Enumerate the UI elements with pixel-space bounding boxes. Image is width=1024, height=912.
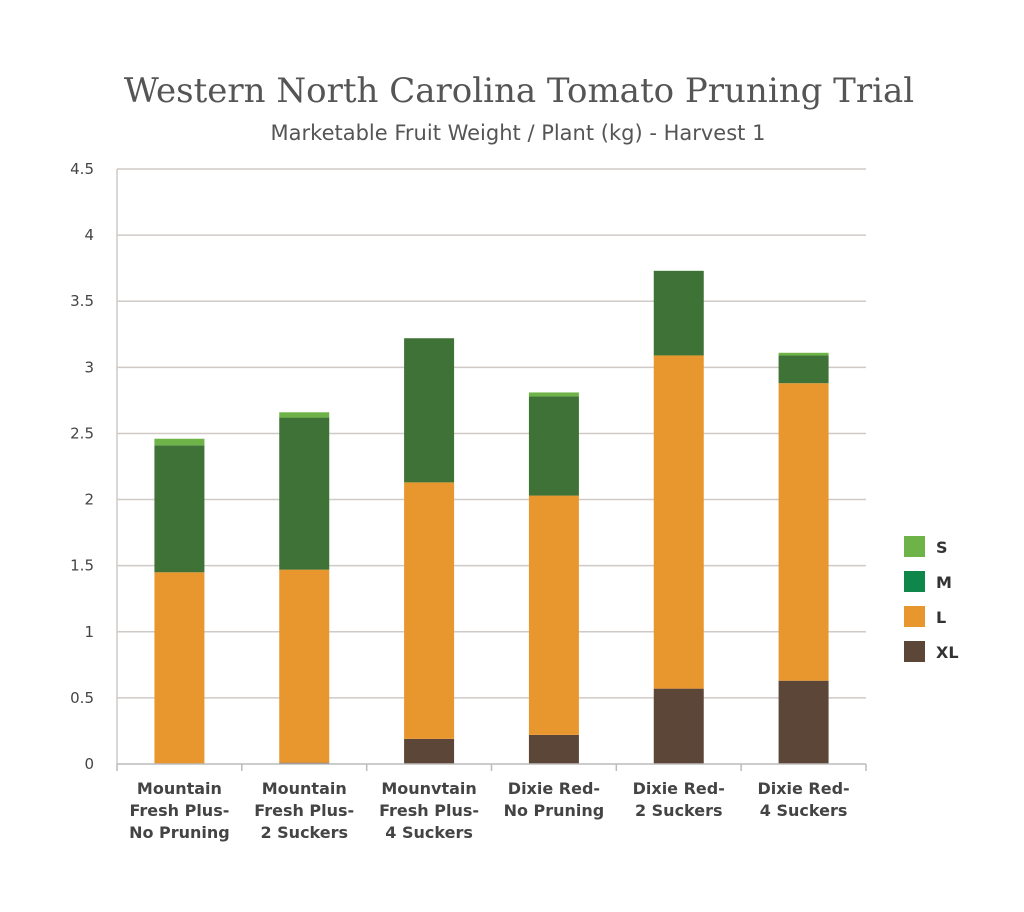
bar-segment-xl [778,680,829,764]
bar-segment-xl [653,688,704,764]
x-category-label: 4 Suckers [760,801,848,820]
x-category-label: No Pruning [129,823,230,842]
x-category-label: Dixie Red- [508,779,600,798]
x-category-label: Fresh Plus- [254,801,354,820]
bar-segment-s [279,412,330,418]
y-tick-label: 0 [84,755,94,773]
y-tick-label: 3.5 [70,292,94,310]
bar-segment-m [528,396,579,496]
bar-segment-l [404,482,455,739]
legend-swatch-l [904,606,925,627]
y-tick-label: 4 [84,226,94,244]
y-tick-label: 4.5 [70,160,94,178]
y-tick-label: 3 [84,358,94,376]
bar-segment-l [279,569,330,763]
legend-label: XL [936,643,959,662]
legend-swatch-xl [904,641,925,662]
x-category-label: Dixie Red- [757,779,849,798]
y-tick-label: 0.5 [70,689,94,707]
bar-segment-m [154,445,205,573]
bar-segment-l [778,383,829,681]
chart-title: Western North Carolina Tomato Pruning Tr… [124,71,914,111]
legend-label: L [936,608,946,627]
chart-subtitle: Marketable Fruit Weight / Plant (kg) - H… [271,121,766,145]
x-category-label: 2 Suckers [635,801,723,820]
bar-segment-xl [404,738,455,764]
y-tick-label: 2.5 [70,424,94,442]
bar-segment-m [279,417,330,570]
x-category-label: Fresh Plus- [129,801,229,820]
bar-segment-s [154,438,205,446]
x-category-label: No Pruning [504,801,605,820]
bar-segment-l [154,572,205,764]
y-tick-label: 2 [84,491,94,509]
legend-label: S [936,538,948,557]
bar-segment-l [528,495,579,735]
bar-segment-s [778,352,829,356]
bar-segment-m [404,338,455,483]
x-category-label: Fresh Plus- [379,801,479,820]
bar-segment-l [653,355,704,689]
y-tick-label: 1.5 [70,557,94,575]
x-category-label: Mountain [262,779,347,798]
x-category-label: 2 Suckers [260,823,348,842]
bar-segment-m [653,270,704,356]
x-category-label: Mounvtain [381,779,476,798]
legend-swatch-s [904,536,925,557]
legend-swatch-m [904,571,925,592]
legend-label: M [936,573,952,592]
x-category-label: 4 Suckers [385,823,473,842]
x-category-label: Mountain [137,779,222,798]
y-tick-label: 1 [84,623,94,641]
bar-segment-m [778,355,829,384]
bar-segment-s [528,392,579,397]
bar-segment-xl [528,734,579,764]
x-category-label: Dixie Red- [633,779,725,798]
